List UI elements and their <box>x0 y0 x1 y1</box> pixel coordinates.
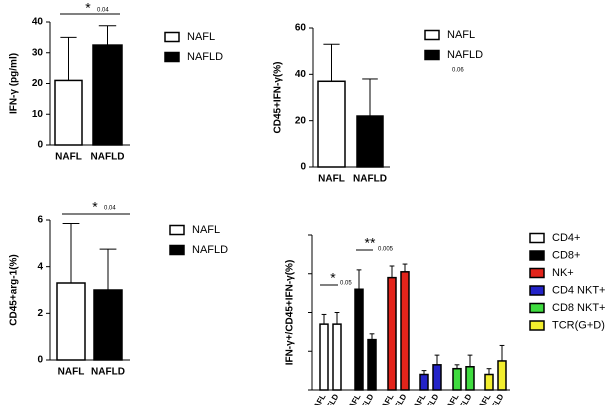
legend-label: NAFLD <box>192 244 228 256</box>
bar <box>356 115 384 168</box>
y-axis-label: CD45+IFN-γ(%) <box>273 62 284 134</box>
y-tick-label: 40 <box>295 69 307 80</box>
legend-swatch <box>529 267 545 279</box>
legend-label: NAFL <box>192 224 220 236</box>
bar <box>419 373 429 391</box>
y-axis-label: IFN-γ (pg/ml) <box>9 53 20 114</box>
bar <box>92 44 123 146</box>
y-tick-label: 0 <box>300 162 306 173</box>
bar <box>332 323 342 391</box>
legend-label: NAFL <box>187 31 215 43</box>
bar <box>400 271 410 391</box>
legend-swatch <box>529 302 545 314</box>
bar <box>367 338 377 391</box>
legend-swatch <box>424 29 440 41</box>
bar <box>452 367 462 391</box>
x-tick-label: NAFL <box>58 367 85 378</box>
legend-swatch <box>164 51 180 63</box>
x-tick-label: NAFL <box>309 392 328 405</box>
y-tick-label: 40 <box>32 17 44 28</box>
bar <box>432 364 442 391</box>
x-tick-label: NAFL <box>409 392 428 405</box>
bar <box>387 276 397 391</box>
legend-swatch <box>169 224 185 236</box>
significance-mark: * <box>330 270 336 286</box>
y-tick-label: 0 <box>37 355 43 366</box>
bar <box>484 373 494 391</box>
y-tick-label: 60 <box>295 23 307 34</box>
x-tick-label: NAFL <box>344 392 363 405</box>
legend-label: CD8+ <box>552 249 580 261</box>
y-tick-label: 20 <box>295 115 307 126</box>
x-tick-label: NAFLD <box>353 174 387 185</box>
legend-swatch <box>529 285 545 296</box>
bar <box>54 79 83 146</box>
legend-swatch <box>424 49 440 61</box>
y-tick-label: 4 <box>37 261 43 272</box>
y-axis-label: CD45+arg-1(%) <box>9 254 20 325</box>
legend-swatch <box>529 320 545 331</box>
legend-label: NAFLD <box>187 51 223 63</box>
legend-label: TCR(G+D) <box>552 319 605 331</box>
x-tick-label: NAFL <box>55 152 82 163</box>
legend-label: CD8 NKT+ <box>552 302 606 314</box>
bar <box>317 80 346 168</box>
legend-swatch <box>169 244 185 256</box>
bar <box>497 360 507 391</box>
p-value: 0.005 <box>378 247 394 253</box>
legend-swatch <box>164 31 180 43</box>
y-tick-label: 10 <box>32 109 44 120</box>
bar <box>354 288 364 391</box>
y-tick-label: 6 <box>37 215 43 226</box>
y-tick-label: 2 <box>37 308 43 319</box>
y-tick-label: 20 <box>32 78 44 89</box>
y-tick-label: 30 <box>32 47 44 58</box>
x-tick-label: NAFL <box>442 392 461 405</box>
x-tick-label: NAFLD <box>91 367 125 378</box>
legend-label: CD4+ <box>552 232 580 244</box>
p-value: 0.06 <box>452 68 464 74</box>
p-value: 0.05 <box>340 281 352 287</box>
legend-swatch <box>529 250 545 261</box>
significance-mark: * <box>85 0 91 16</box>
y-axis-label: IFN-γ+/CD45+IFN-γ(%) <box>285 260 296 366</box>
p-value: 0.04 <box>104 206 116 212</box>
x-tick-label: NAFL <box>377 392 396 405</box>
bar <box>319 323 329 391</box>
bar <box>93 289 123 361</box>
legend-swatch <box>529 232 545 244</box>
bar <box>56 282 86 361</box>
significance-mark: * <box>92 199 98 215</box>
legend-label: NAFL <box>447 29 475 41</box>
x-tick-label: NAFL <box>474 392 493 405</box>
x-tick-label: NAFLD <box>91 152 125 163</box>
legend-label: CD4 NKT+ <box>552 284 606 296</box>
legend-label: NK+ <box>552 267 574 279</box>
legend-label: NAFLD <box>447 49 483 61</box>
x-tick-label: NAFL <box>318 174 345 185</box>
y-tick-label: 0 <box>37 140 43 151</box>
significance-mark: ** <box>365 235 376 251</box>
p-value: 0.04 <box>97 8 109 14</box>
bar <box>465 366 475 391</box>
